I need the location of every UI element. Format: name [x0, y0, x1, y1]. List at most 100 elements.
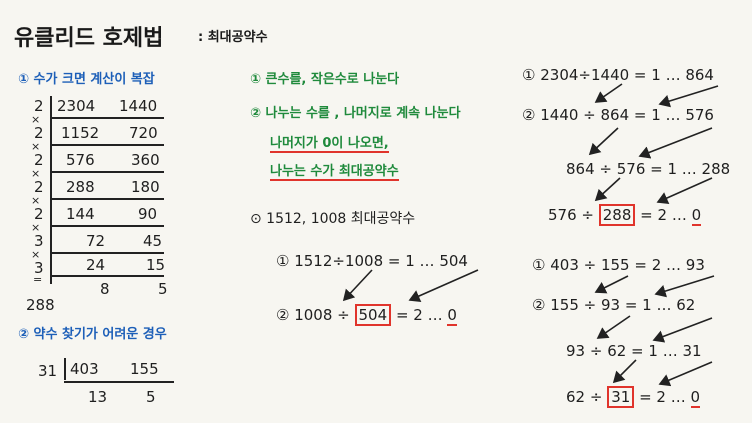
row-1-b: 1440	[119, 97, 158, 115]
row-4-a: 288	[66, 178, 95, 196]
arrow-icon	[342, 269, 373, 302]
set1-gcd-box: 288	[598, 204, 636, 226]
row-7-a: 24	[86, 256, 106, 274]
arrow-icon	[612, 359, 637, 384]
step-expr: 1440 ÷ 864 = 1 … 576	[540, 106, 714, 124]
ex2-result-a: 13	[88, 388, 108, 406]
arrow-icon	[658, 361, 713, 387]
gcd-result: 288	[26, 296, 55, 314]
set2-step-1: ① 403 ÷ 155 = 2 … 93	[532, 256, 705, 274]
row-rule	[50, 225, 164, 227]
row-8-a: 8	[100, 280, 110, 298]
arrow-icon	[408, 269, 479, 302]
divisor-2: 2	[34, 124, 44, 142]
set2-step-3: 93 ÷ 62 = 1 … 31	[566, 342, 702, 360]
step-label: ①	[522, 66, 536, 84]
step-label: ②	[532, 296, 546, 314]
step-expr: 2304÷1440 = 1 … 864	[540, 66, 714, 84]
row-3-b: 360	[131, 151, 160, 169]
step-suffix: = 2 …	[639, 388, 686, 406]
arrow-icon	[656, 177, 713, 204]
mark-7: =	[33, 273, 43, 286]
left-heading-2: ② 약수 찾기가 어려운 경우	[18, 327, 167, 342]
row-5-b: 90	[138, 205, 158, 223]
step-label: ②	[522, 106, 536, 124]
set2-step-2: ② 155 ÷ 93 = 1 … 62	[532, 296, 695, 314]
step-prefix: 576 ÷	[548, 206, 594, 224]
divisor-3: 2	[34, 151, 44, 169]
arrow-icon	[652, 317, 713, 343]
gcd-box: 504	[354, 304, 392, 326]
divisor-6: 3	[34, 232, 44, 250]
mark-6: ×	[31, 248, 41, 261]
arrow-icon	[594, 177, 621, 202]
divisor-4: 2	[34, 178, 44, 196]
row-rule	[50, 144, 164, 146]
row-5-a: 144	[66, 205, 95, 223]
step2-prefix: ② 1008 ÷	[276, 306, 350, 324]
row-1-a: 2304	[57, 97, 96, 115]
divisor-5: 2	[34, 205, 44, 223]
divisor-1: 2	[34, 97, 44, 115]
set2-gcd-box: 31	[607, 386, 635, 408]
row-rule	[50, 275, 164, 277]
arrow-icon	[594, 275, 629, 294]
divisor-7: 3	[34, 259, 44, 277]
row-2-b: 720	[129, 124, 158, 142]
row-4-b: 180	[131, 178, 160, 196]
set1-step-4: 576 ÷ 288 = 2 … 0	[548, 204, 702, 226]
step2-suffix: = 2 …	[395, 306, 443, 324]
ex2-bracket-vertical	[64, 358, 66, 380]
step-prefix: 62 ÷	[566, 388, 603, 406]
row-7-b: 15	[146, 256, 166, 274]
mark-3: ×	[31, 167, 41, 180]
row-3-a: 576	[66, 151, 95, 169]
example-label: ⊙ 1512, 1008 최대공약수	[250, 211, 416, 227]
set2-step-4: 62 ÷ 31 = 2 … 0	[566, 386, 701, 408]
step-label: ①	[532, 256, 546, 274]
row-rule	[50, 252, 164, 254]
step-remainder: 0	[690, 388, 701, 408]
mark-5: ×	[31, 221, 41, 234]
arrow-icon	[654, 275, 715, 298]
middle-step-1: ① 1512÷1008 = 1 … 504	[276, 252, 468, 270]
mark-1: ×	[31, 113, 41, 126]
row-2-a: 1152	[61, 124, 100, 142]
step-suffix: = 2 …	[640, 206, 687, 224]
middle-step-2: ② 1008 ÷ 504 = 2 … 0	[276, 304, 457, 326]
set1-step-1: ① 2304÷1440 = 1 … 864	[522, 66, 714, 84]
row-rule	[50, 171, 164, 173]
arrow-icon	[588, 127, 619, 156]
row-8-b: 5	[158, 280, 168, 298]
ex2-a: 403	[70, 360, 99, 378]
rule-3: 나머지가 0이 나오면,	[270, 132, 389, 153]
arrow-icon	[658, 85, 719, 108]
rule-4: 나누는 수가 최대공약수	[270, 160, 399, 181]
division-bracket-vertical	[50, 96, 52, 284]
set1-step-2: ② 1440 ÷ 864 = 1 … 576	[522, 106, 714, 124]
arrow-icon	[638, 127, 713, 159]
ex2-divisor: 31	[38, 362, 58, 380]
row-rule	[50, 198, 164, 200]
arrow-icon	[594, 83, 623, 103]
step-remainder: 0	[691, 206, 702, 226]
ex2-rule	[64, 381, 174, 383]
mark-2: ×	[31, 140, 41, 153]
left-heading-1: ① 수가 크면 계산이 복잡	[18, 72, 155, 87]
rule-1: ① 큰수를, 작은수로 나눈다	[250, 72, 400, 87]
mark-4: ×	[31, 194, 41, 207]
ex2-result-b: 5	[146, 388, 156, 406]
page-subtitle: : 최대공약수	[198, 30, 268, 45]
row-6-b: 45	[143, 232, 163, 250]
row-rule	[50, 117, 164, 119]
ex2-b: 155	[130, 360, 159, 378]
rule-2: ② 나누는 수를 , 나머지로 계속 나눈다	[250, 106, 461, 121]
row-6-a: 72	[86, 232, 106, 250]
arrow-icon	[596, 315, 631, 339]
step-expr: 403 ÷ 155 = 2 … 93	[550, 256, 705, 274]
page-title: 유클리드 호제법	[14, 26, 164, 51]
step2-remainder: 0	[447, 306, 457, 326]
set1-step-3: 864 ÷ 576 = 1 … 288	[566, 160, 731, 178]
